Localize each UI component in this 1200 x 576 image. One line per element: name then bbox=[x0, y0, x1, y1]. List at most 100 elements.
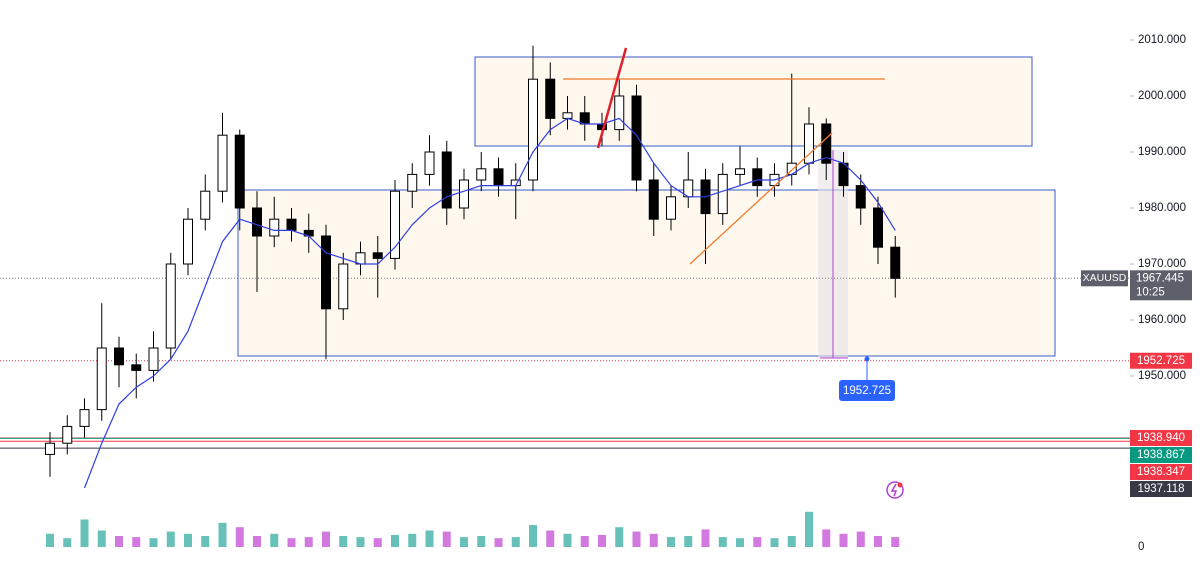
callout-box bbox=[839, 380, 895, 401]
trend-line bbox=[689, 132, 833, 265]
volume-bar bbox=[546, 530, 555, 547]
range-box bbox=[474, 56, 1033, 147]
price-level-label: 1938.347 bbox=[1137, 466, 1185, 478]
candle-body bbox=[528, 78, 538, 181]
y-tick-label: 1980.000 bbox=[1138, 202, 1186, 214]
volume-bar bbox=[839, 533, 848, 547]
volume-bar bbox=[63, 538, 72, 547]
candle-body bbox=[855, 185, 866, 209]
volume-bar bbox=[115, 536, 123, 547]
candle-body bbox=[338, 263, 349, 310]
volume-bar bbox=[529, 525, 537, 547]
volume-bar bbox=[80, 519, 89, 547]
volume-bar bbox=[736, 538, 744, 547]
y-tick-label: 2000.000 bbox=[1138, 90, 1186, 102]
moving-average bbox=[83, 117, 896, 489]
symbol-label: XAUUSD bbox=[1083, 272, 1127, 284]
candle-body bbox=[286, 218, 297, 231]
candle-body bbox=[62, 425, 73, 444]
volume-bar bbox=[580, 536, 589, 547]
volume-bar bbox=[684, 536, 693, 547]
candle-body bbox=[579, 112, 590, 125]
volume-bar bbox=[201, 536, 210, 547]
volume-bar bbox=[667, 537, 675, 547]
price-level-box bbox=[1130, 430, 1192, 446]
candle-body bbox=[165, 263, 176, 349]
price-level-box bbox=[1130, 464, 1192, 480]
candle-body bbox=[114, 347, 124, 366]
candle-body bbox=[217, 134, 228, 192]
candle-body bbox=[131, 364, 142, 371]
candle-body bbox=[407, 173, 418, 192]
callout-dot bbox=[864, 356, 870, 362]
range-box bbox=[237, 189, 1056, 357]
candle-body bbox=[631, 95, 642, 181]
alert-icon-bolt bbox=[890, 483, 898, 497]
volume-bar bbox=[425, 530, 434, 547]
volume-bar bbox=[339, 536, 348, 547]
candle-body bbox=[821, 123, 832, 164]
volume-bar bbox=[632, 531, 641, 547]
volume-bar bbox=[184, 533, 192, 547]
candle-body bbox=[666, 196, 676, 220]
symbol-box bbox=[1081, 270, 1128, 287]
volume-bar bbox=[166, 531, 175, 547]
price-level-box bbox=[1130, 447, 1192, 463]
candle-body bbox=[493, 168, 504, 187]
price-level-label: 1938.867 bbox=[1137, 449, 1185, 461]
volume-bar bbox=[598, 534, 606, 547]
y-tick-label: 1970.000 bbox=[1138, 258, 1186, 270]
countdown-label: 10:25 bbox=[1136, 286, 1165, 298]
candle-body bbox=[79, 409, 90, 427]
volume-bar bbox=[408, 533, 417, 547]
y-tick-label: 1960.000 bbox=[1138, 314, 1186, 326]
candle-body bbox=[717, 173, 728, 215]
volume-bar bbox=[805, 511, 813, 547]
volume-bar bbox=[218, 522, 227, 547]
candle-body bbox=[372, 252, 383, 259]
trend-line bbox=[596, 47, 628, 149]
candle-body bbox=[269, 218, 280, 237]
volume-bar bbox=[442, 531, 451, 547]
volume-bar bbox=[787, 536, 796, 547]
candle-body bbox=[355, 252, 366, 265]
candle-body bbox=[752, 168, 763, 187]
volume-bar bbox=[356, 537, 365, 547]
volume-bar bbox=[304, 537, 313, 547]
volume-bar bbox=[891, 537, 900, 547]
volume-bar bbox=[701, 529, 710, 547]
price-level-label: 1937.118 bbox=[1137, 483, 1184, 495]
candle-body bbox=[545, 78, 556, 119]
candle-body bbox=[252, 207, 262, 237]
volume-bar bbox=[322, 531, 330, 547]
volume-tick-label: 0 bbox=[1138, 541, 1144, 553]
volume-bar bbox=[46, 533, 54, 547]
candle-body bbox=[614, 95, 625, 131]
volume-bar bbox=[391, 534, 399, 547]
candle-body bbox=[459, 179, 469, 209]
volume-bar bbox=[718, 537, 727, 547]
price-level-box bbox=[1130, 352, 1192, 369]
candle-body bbox=[735, 168, 745, 175]
y-tick-label: 1950.000 bbox=[1138, 370, 1186, 382]
candle-body bbox=[183, 218, 193, 265]
volume-bar bbox=[287, 538, 296, 547]
candle-body bbox=[148, 347, 159, 371]
volume-bar bbox=[753, 537, 762, 547]
volume-bar bbox=[477, 536, 486, 547]
volume-bar bbox=[132, 537, 141, 547]
last-price-box bbox=[1130, 270, 1192, 301]
price-level-label: 1952.725 bbox=[1137, 355, 1185, 367]
y-tick-label: 2010.000 bbox=[1138, 34, 1186, 46]
candle-body bbox=[890, 246, 901, 279]
candle-body bbox=[873, 207, 883, 248]
y-tick-label: 1990.000 bbox=[1138, 146, 1186, 158]
candle-body bbox=[476, 168, 487, 181]
candle-body bbox=[321, 235, 331, 310]
volume-bar bbox=[615, 527, 624, 547]
volume-bar bbox=[97, 530, 106, 547]
volume-bar bbox=[856, 531, 865, 547]
volume-bar bbox=[149, 538, 158, 547]
candle-body bbox=[441, 151, 452, 209]
